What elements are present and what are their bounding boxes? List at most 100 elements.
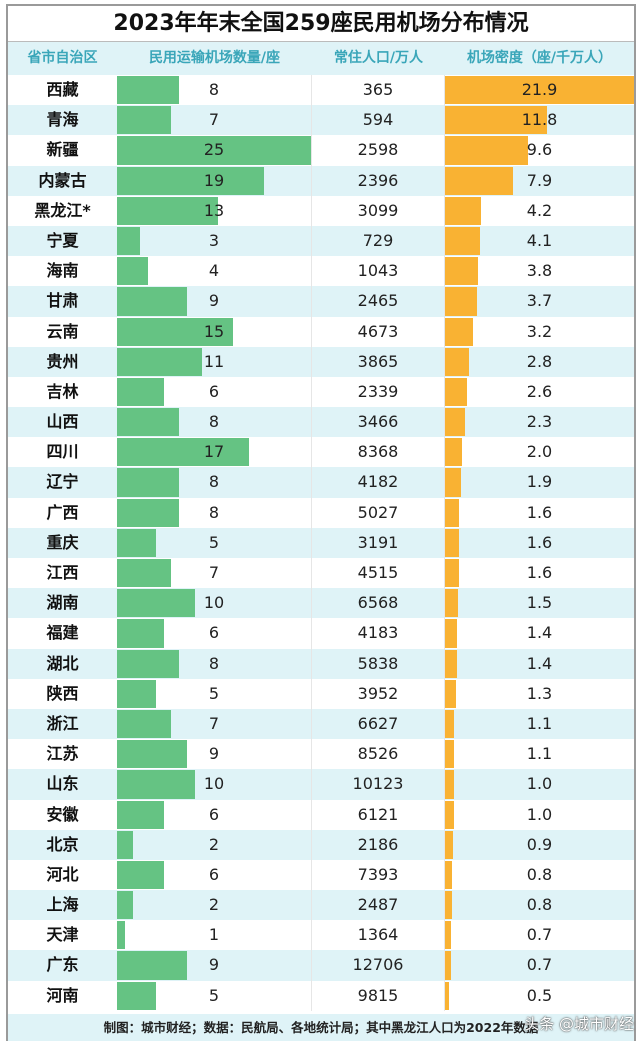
region-name-value: 四川 bbox=[46, 442, 79, 462]
region-name-value: 云南 bbox=[46, 321, 79, 341]
density-cell: 21.9 bbox=[445, 75, 634, 105]
airports-cell-value: 5 bbox=[208, 532, 220, 552]
table-row: 重庆 5 3191 1.6 bbox=[8, 527, 634, 558]
airports-cell-value: 8 bbox=[208, 80, 220, 99]
population-cell-value: 2465 bbox=[357, 291, 399, 311]
airports-bar bbox=[117, 498, 180, 527]
density-cell: 1.0 bbox=[445, 769, 634, 799]
density-bar bbox=[445, 830, 453, 859]
region-name-value: 山东 bbox=[46, 774, 79, 794]
population-cell: 4673 bbox=[312, 316, 445, 347]
region-name-value: 陕西 bbox=[46, 683, 79, 703]
airports-bar bbox=[117, 709, 172, 739]
table-row: 湖南 10 6568 1.5 bbox=[8, 588, 634, 619]
airports-cell: 2 bbox=[117, 890, 312, 921]
table-row: 江西 7 4515 1.6 bbox=[8, 558, 634, 589]
density-cell-value: 1.0 bbox=[526, 774, 553, 794]
density-bar bbox=[445, 468, 462, 497]
density-cell-value: 1.3 bbox=[526, 683, 553, 703]
airports-cell: 6 bbox=[117, 618, 312, 649]
density-cell-value: 1.4 bbox=[526, 653, 553, 673]
region-name: 宁夏 bbox=[8, 226, 117, 256]
table-row: 山西 8 3466 2.3 bbox=[8, 407, 634, 438]
population-cell-value: 5027 bbox=[357, 502, 399, 522]
airports-cell: 15 bbox=[117, 316, 312, 347]
airports-cell-value: 6 bbox=[208, 804, 220, 824]
density-cell: 1.5 bbox=[445, 588, 634, 618]
airports-bar bbox=[117, 76, 180, 105]
table-row: 宁夏 3 729 4.1 bbox=[8, 225, 634, 257]
density-cell: 2.0 bbox=[445, 437, 634, 467]
density-cell-value: 9.6 bbox=[526, 140, 553, 160]
airports-bar bbox=[117, 287, 187, 316]
page-title: 2023年年末全国259座民用机场分布情况 bbox=[8, 6, 634, 42]
region-name: 上海 bbox=[8, 890, 117, 920]
region-name: 西藏 bbox=[8, 75, 117, 105]
region-name-value: 贵州 bbox=[46, 351, 79, 371]
airports-cell-value: 10 bbox=[203, 774, 225, 794]
airports-bar bbox=[117, 438, 249, 467]
airports-cell-value: 13 bbox=[203, 200, 225, 220]
density-bar bbox=[445, 981, 450, 1010]
density-cell-value: 1.6 bbox=[526, 502, 553, 522]
airports-cell: 8 bbox=[117, 407, 312, 438]
table-row: 云南 15 4673 3.2 bbox=[8, 316, 634, 347]
airports-cell: 4 bbox=[117, 256, 312, 287]
region-name: 贵州 bbox=[8, 347, 117, 377]
table-row: 辽宁 8 4182 1.9 bbox=[8, 467, 634, 498]
region-name: 河北 bbox=[8, 860, 117, 890]
population-cell-value: 6627 bbox=[357, 713, 399, 733]
region-name-value: 上海 bbox=[46, 895, 79, 915]
density-cell: 1.6 bbox=[445, 528, 634, 558]
airports-bar bbox=[117, 528, 156, 557]
airports-cell: 10 bbox=[117, 588, 312, 619]
density-cell-value: 0.7 bbox=[526, 925, 553, 945]
airports-bar bbox=[117, 951, 187, 980]
airports-cell-value: 19 bbox=[203, 170, 225, 190]
density-cell: 1.9 bbox=[445, 467, 634, 497]
table-row: 湖北 8 5838 1.4 bbox=[8, 648, 634, 679]
density-bar bbox=[445, 257, 478, 286]
airports-bar bbox=[117, 770, 195, 799]
density-cell: 4.2 bbox=[445, 196, 634, 226]
density-bar bbox=[445, 287, 477, 316]
table-header: 省市自治区 民用运输机场数量/座 常住人口/万人 机场密度（座/千万人） bbox=[8, 42, 634, 75]
footer-note: 制图：城市财经；数据：民航局、各地统计局；其中黑龙江人口为2022年数据 bbox=[8, 1014, 634, 1041]
region-name-value: 广东 bbox=[46, 955, 79, 975]
population-cell: 1364 bbox=[312, 920, 445, 951]
region-name-value: 天津 bbox=[46, 925, 79, 945]
region-name: 山东 bbox=[8, 769, 117, 799]
density-cell: 1.6 bbox=[445, 498, 634, 528]
airports-cell: 5 bbox=[117, 527, 312, 558]
airports-cell: 8 bbox=[117, 497, 312, 528]
airports-cell-value: 15 bbox=[203, 321, 225, 341]
population-cell-value: 1364 bbox=[357, 925, 399, 945]
population-cell: 2465 bbox=[312, 286, 445, 317]
density-cell: 4.1 bbox=[445, 226, 634, 256]
airports-cell: 8 bbox=[117, 648, 312, 679]
region-name: 新疆 bbox=[8, 135, 117, 165]
population-cell-value: 3865 bbox=[357, 351, 399, 371]
density-cell-value: 3.2 bbox=[526, 321, 553, 341]
airports-bar bbox=[117, 377, 164, 407]
airports-cell-value: 8 bbox=[208, 502, 220, 522]
table-body: 西藏 8 365 21.9 青海 7 594 11.8 新疆 25 2598 9.6 内蒙古 19 2396… bbox=[8, 75, 634, 1011]
population-cell: 8368 bbox=[312, 437, 445, 468]
region-name: 云南 bbox=[8, 317, 117, 347]
density-bar bbox=[445, 860, 452, 890]
airports-bar bbox=[117, 679, 156, 708]
density-bar bbox=[445, 106, 547, 135]
density-cell: 1.3 bbox=[445, 679, 634, 709]
watermark: 头条 @城市财经 bbox=[524, 1015, 634, 1033]
density-bar bbox=[445, 619, 458, 648]
airports-cell: 10 bbox=[117, 769, 312, 800]
population-cell-value: 6568 bbox=[357, 593, 399, 613]
population-cell: 5838 bbox=[312, 648, 445, 679]
population-cell: 3952 bbox=[312, 678, 445, 709]
airports-cell: 25 bbox=[117, 135, 312, 166]
population-cell-value: 10123 bbox=[352, 774, 404, 794]
airports-cell-value: 2 bbox=[208, 895, 220, 915]
airports-bar bbox=[117, 136, 311, 165]
table-row: 河北 6 7393 0.8 bbox=[8, 859, 634, 891]
population-cell: 7393 bbox=[312, 859, 445, 891]
